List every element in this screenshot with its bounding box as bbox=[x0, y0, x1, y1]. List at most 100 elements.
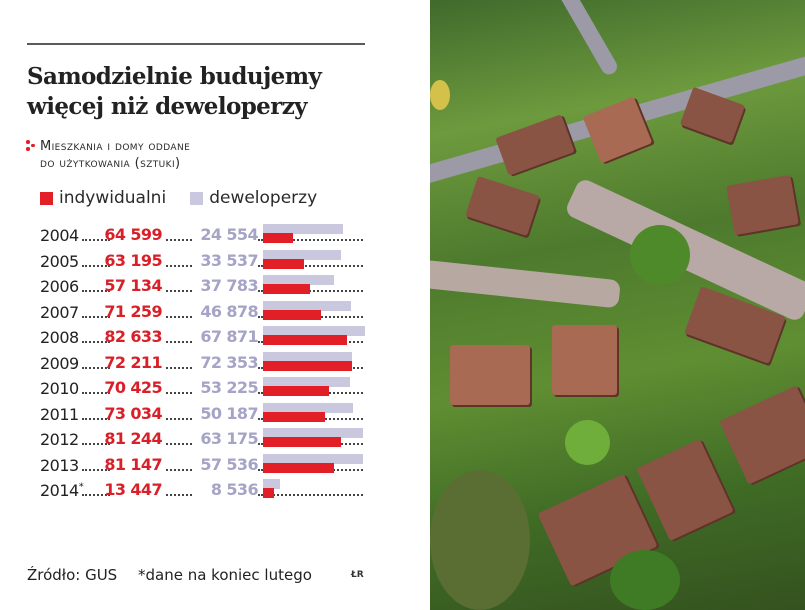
value-deweloperzy: 57 536 bbox=[200, 454, 258, 474]
subtitle-line-2: do użytkowania (sztuki) bbox=[40, 156, 181, 171]
year-label: 2007 bbox=[40, 302, 79, 322]
year-label: 2012 bbox=[40, 430, 79, 449]
bar-deweloperzy bbox=[263, 386, 329, 396]
bar-deweloperzy bbox=[263, 335, 347, 345]
year-label: 2009 bbox=[40, 353, 79, 373]
footnote-marker: * bbox=[78, 481, 84, 493]
dot-leader bbox=[82, 239, 110, 241]
dot-leader bbox=[82, 392, 110, 394]
value-indywidualni: 63 195 bbox=[104, 250, 162, 270]
chart-row: 2007 71 259 46 878 bbox=[0, 299, 430, 323]
dot-leader bbox=[166, 417, 192, 420]
dot-leader bbox=[82, 366, 110, 369]
chart-title: Samodzielnie budujemy więcej niż dewelop… bbox=[27, 62, 387, 122]
value-indywidualni: 70 425 bbox=[104, 378, 162, 397]
dot-leader bbox=[166, 366, 192, 369]
legend: indywidualni deweloperzy bbox=[40, 188, 341, 208]
year-label: 2011 bbox=[40, 404, 79, 424]
legend-label: deweloperzy bbox=[209, 188, 318, 208]
value-deweloperzy: 33 537 bbox=[200, 250, 258, 270]
value-deweloperzy: 67 871 bbox=[200, 327, 258, 346]
chart-row: 2006 57 134 37 783 bbox=[0, 273, 430, 297]
bar-indywidualni bbox=[263, 377, 350, 387]
chart-row: 2005 63 195 33 537 bbox=[0, 248, 430, 272]
value-indywidualni: 72 211 bbox=[104, 352, 162, 372]
title-line-2: więcej niż deweloperzy bbox=[27, 93, 308, 120]
value-indywidualni: 73 034 bbox=[104, 403, 162, 423]
bar-deweloperzy bbox=[263, 309, 321, 320]
chart-row: 2009 72 211 72 353 bbox=[0, 350, 430, 374]
chart-row: 2012 81 244 63 175 bbox=[0, 426, 430, 450]
chart-row: 2008 82 633 67 871 bbox=[0, 324, 430, 348]
bar-deweloperzy bbox=[263, 437, 342, 447]
bar-indywidualni bbox=[263, 249, 342, 260]
dot-leader bbox=[82, 290, 110, 292]
legend-item-deweloperzy: deweloperzy bbox=[190, 188, 317, 208]
dot-leader bbox=[166, 443, 192, 445]
chart-row: 2014* 13 447 8 536 bbox=[0, 477, 430, 501]
bar-indywidualni bbox=[263, 351, 353, 362]
bar-indywidualni bbox=[263, 326, 366, 336]
bar-indywidualni bbox=[263, 453, 364, 464]
value-deweloperzy: 24 554 bbox=[200, 225, 258, 244]
value-deweloperzy: 8 536 bbox=[210, 480, 259, 499]
three-dots-icon bbox=[26, 139, 36, 153]
bar-indywidualni bbox=[263, 224, 343, 234]
value-indywidualni: 71 259 bbox=[104, 301, 162, 321]
year-label: 2006 bbox=[40, 277, 79, 296]
infographic-panel: Samodzielnie budujemy więcej niż dewelop… bbox=[0, 43, 430, 584]
dot-leader bbox=[166, 392, 192, 394]
value-deweloperzy: 72 353 bbox=[200, 352, 258, 372]
dot-leader bbox=[166, 264, 192, 267]
legend-swatch-lavender bbox=[190, 191, 204, 205]
dot-leader bbox=[166, 468, 192, 471]
dot-leader bbox=[258, 264, 363, 267]
bar-deweloperzy bbox=[263, 258, 305, 269]
bar-deweloperzy bbox=[263, 360, 353, 371]
dot-leader bbox=[166, 494, 192, 496]
author-credit: ŁR bbox=[351, 570, 364, 580]
year-label: 2014* bbox=[40, 481, 84, 500]
bar-deweloperzy bbox=[263, 284, 310, 294]
year-label: 2004 bbox=[40, 226, 79, 245]
value-indywidualni: 81 244 bbox=[104, 429, 162, 448]
bar-indywidualni bbox=[263, 428, 364, 438]
value-deweloperzy: 63 175 bbox=[200, 429, 258, 448]
chart-row: 2013 81 147 57 536 bbox=[0, 452, 430, 476]
bar-deweloperzy bbox=[263, 233, 294, 243]
source-note: Źródło: GUS bbox=[27, 566, 118, 584]
dot-leader bbox=[82, 443, 110, 445]
bar-indywidualni bbox=[263, 275, 334, 285]
year-label: 2005 bbox=[40, 251, 79, 271]
dot-leader bbox=[166, 239, 192, 241]
chart-row: 2011 73 034 50 187 bbox=[0, 401, 430, 425]
chart-subtitle: Mieszkania i domy oddane do użytkowania … bbox=[40, 138, 190, 172]
dot-leader bbox=[82, 341, 110, 343]
value-indywidualni: 57 134 bbox=[104, 276, 162, 295]
dot-leader bbox=[258, 239, 363, 241]
bar-indywidualni bbox=[263, 402, 354, 413]
value-deweloperzy: 37 783 bbox=[200, 276, 258, 295]
dot-leader bbox=[82, 417, 110, 420]
year-label: 2008 bbox=[40, 328, 79, 347]
title-line-1: Samodzielnie budujemy bbox=[27, 63, 322, 90]
legend-label: indywidualni bbox=[59, 188, 167, 208]
bar-deweloperzy bbox=[263, 411, 325, 422]
dot-leader bbox=[166, 315, 192, 318]
dot-leader bbox=[166, 290, 192, 292]
footnote: *dane na koniec lutego bbox=[138, 566, 312, 584]
chart-row: 2004 64 599 24 554 bbox=[0, 222, 430, 246]
dot-leader bbox=[82, 264, 110, 267]
dot-leader bbox=[258, 290, 363, 292]
year-label: 2013 bbox=[40, 455, 79, 475]
value-indywidualni: 64 599 bbox=[104, 225, 162, 244]
value-indywidualni: 81 147 bbox=[104, 454, 162, 474]
value-deweloperzy: 46 878 bbox=[200, 301, 258, 321]
value-deweloperzy: 50 187 bbox=[200, 403, 258, 423]
year-label: 2010 bbox=[40, 379, 79, 398]
bar-indywidualni bbox=[263, 479, 280, 489]
value-indywidualni: 13 447 bbox=[104, 480, 162, 499]
top-divider bbox=[27, 43, 365, 45]
legend-item-indywidualni: indywidualni bbox=[40, 188, 166, 208]
dot-leader bbox=[82, 468, 110, 471]
